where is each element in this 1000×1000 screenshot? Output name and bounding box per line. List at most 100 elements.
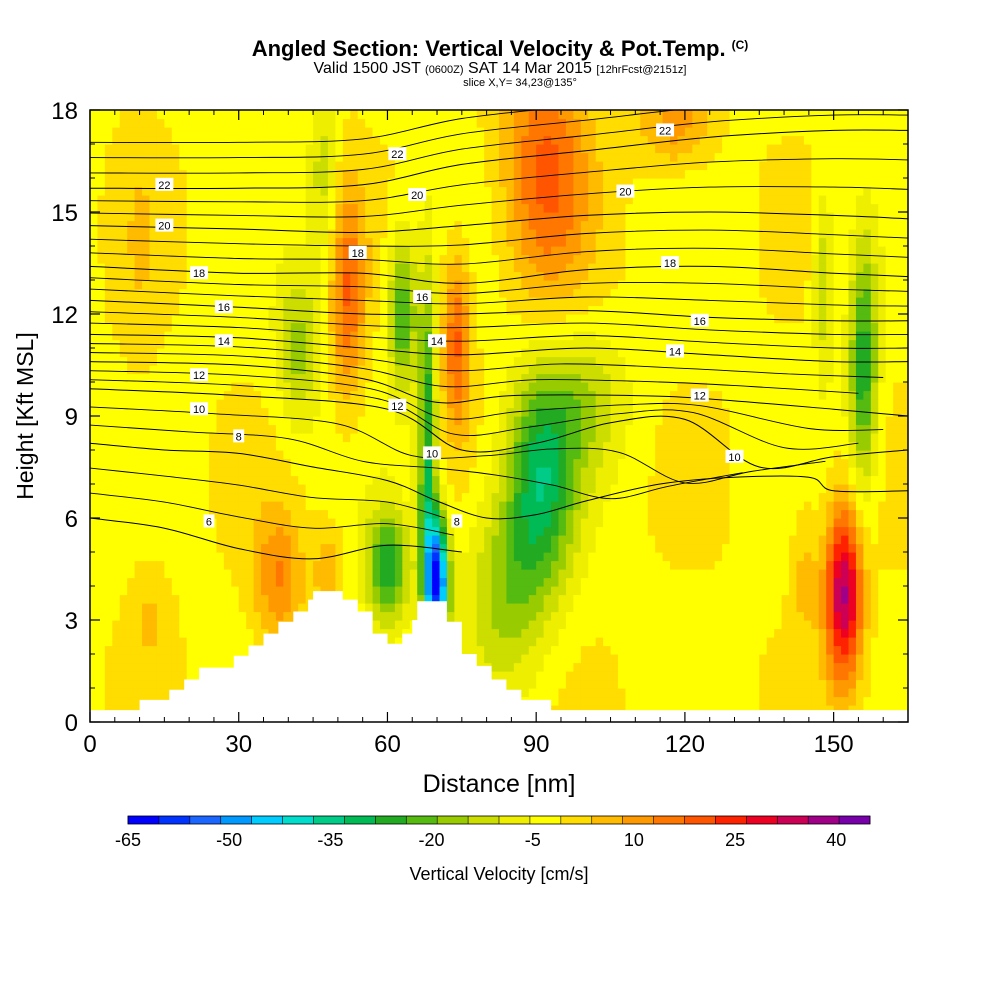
velocity-cell — [707, 416, 716, 426]
velocity-cell — [268, 475, 277, 485]
velocity-cell — [149, 441, 158, 451]
velocity-cell — [632, 390, 641, 400]
velocity-cell — [662, 433, 671, 443]
velocity-cell — [208, 365, 218, 375]
velocity-cell — [194, 645, 203, 655]
velocity-cell — [632, 416, 641, 426]
velocity-cell — [588, 543, 597, 553]
velocity-cell — [246, 501, 255, 511]
velocity-cell — [774, 416, 783, 426]
velocity-cell — [216, 424, 225, 434]
velocity-cell — [521, 441, 530, 451]
velocity-cell — [216, 356, 225, 366]
velocity-cell — [261, 569, 270, 579]
velocity-cell — [112, 458, 121, 468]
velocity-cell — [469, 620, 478, 630]
velocity-cell — [595, 603, 604, 613]
velocity-cell — [499, 492, 508, 502]
velocity-cell — [186, 620, 195, 630]
velocity-cell — [469, 416, 478, 426]
velocity-cell — [164, 645, 173, 655]
velocity-cell — [97, 509, 106, 519]
velocity-cell — [97, 475, 106, 485]
velocity-cell — [729, 705, 738, 715]
velocity-cell — [573, 594, 582, 604]
velocity-cell — [670, 696, 679, 706]
velocity-cell — [104, 543, 113, 553]
velocity-cell — [216, 373, 225, 383]
velocity-cell — [573, 654, 582, 664]
velocity-cell — [298, 526, 307, 536]
velocity-cell — [112, 467, 121, 477]
velocity-cell — [372, 467, 381, 477]
velocity-cell — [90, 365, 99, 375]
velocity-cell — [283, 552, 292, 562]
velocity-cell — [855, 492, 864, 502]
velocity-cell — [900, 365, 908, 375]
velocity-cell — [699, 560, 708, 570]
velocity-cell — [90, 373, 99, 383]
velocity-cell — [632, 509, 641, 519]
velocity-cell — [238, 518, 247, 528]
velocity-cell — [380, 424, 389, 434]
velocity-cell — [298, 560, 307, 570]
velocity-cell — [417, 365, 426, 375]
velocity-cell — [90, 679, 99, 689]
velocity-cell — [729, 365, 738, 375]
velocity-cell — [736, 705, 745, 715]
velocity-cell — [565, 424, 574, 434]
velocity-cell — [97, 518, 106, 528]
velocity-cell — [350, 518, 359, 528]
velocity-cell — [707, 356, 716, 366]
velocity-cell — [201, 339, 210, 349]
velocity-cell — [90, 654, 99, 664]
velocity-cell — [283, 424, 292, 434]
velocity-cell — [342, 467, 351, 477]
velocity-cell — [573, 543, 582, 553]
velocity-cell — [610, 518, 619, 528]
velocity-cell — [119, 645, 128, 655]
velocity-cell — [112, 586, 121, 596]
velocity-cell — [320, 467, 329, 477]
velocity-cell — [885, 416, 894, 426]
velocity-cell — [699, 671, 708, 681]
velocity-cell — [670, 620, 679, 630]
velocity-cell — [97, 628, 106, 638]
velocity-cell — [870, 458, 879, 468]
velocity-cell — [558, 450, 567, 460]
velocity-cell — [409, 484, 418, 494]
velocity-cell — [855, 535, 864, 545]
velocity-cell — [156, 390, 165, 400]
velocity-cell — [127, 475, 136, 485]
velocity-cell — [766, 696, 775, 706]
velocity-cell — [811, 552, 820, 562]
velocity-cell — [112, 696, 121, 706]
velocity-cell — [707, 433, 716, 443]
velocity-cell — [372, 535, 381, 545]
velocity-cell — [238, 543, 247, 553]
velocity-cell — [528, 339, 537, 349]
velocity-cell — [513, 356, 522, 366]
velocity-cell — [156, 424, 165, 434]
velocity-cell — [231, 373, 240, 383]
velocity-cell — [603, 526, 612, 536]
velocity-cell — [357, 382, 366, 392]
velocity-cell — [194, 560, 203, 570]
velocity-cell — [342, 382, 351, 392]
velocity-cell — [194, 509, 203, 519]
velocity-cell — [781, 416, 790, 426]
velocity-cell — [119, 416, 128, 426]
velocity-cell — [119, 450, 128, 460]
velocity-cell — [841, 407, 850, 417]
velocity-cell — [565, 356, 574, 366]
velocity-cell — [179, 356, 188, 366]
velocity-cell — [327, 492, 336, 502]
velocity-cell — [417, 560, 426, 570]
velocity-cell — [841, 424, 850, 434]
velocity-cell — [149, 543, 158, 553]
velocity-cell — [506, 577, 515, 587]
velocity-cell — [580, 688, 589, 698]
velocity-cell — [216, 484, 225, 494]
velocity-cell — [327, 535, 336, 545]
velocity-cell — [885, 688, 894, 698]
